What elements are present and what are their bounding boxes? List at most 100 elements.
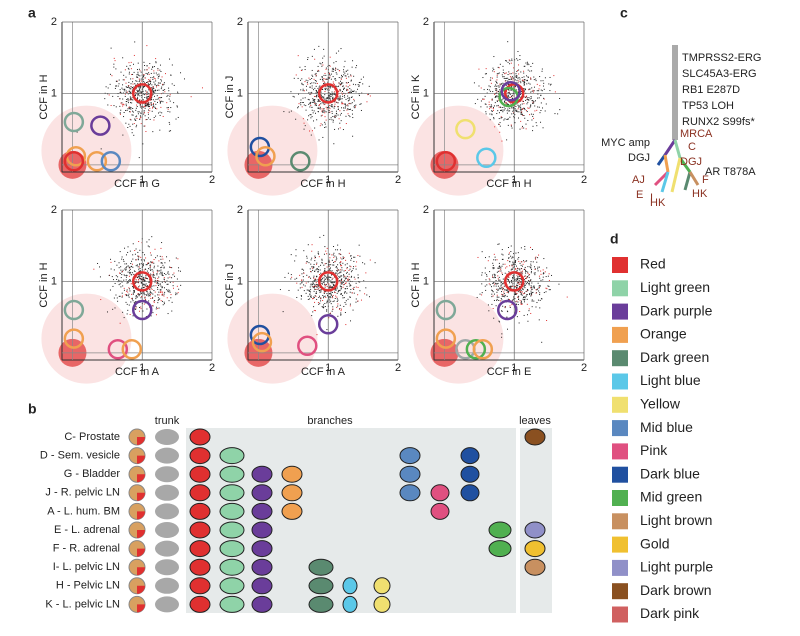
density-dot bbox=[161, 294, 163, 296]
density-dot bbox=[526, 111, 528, 113]
density-dot bbox=[340, 314, 342, 316]
density-dot bbox=[307, 83, 309, 85]
density-dot bbox=[330, 300, 332, 302]
density-dot bbox=[528, 274, 530, 276]
density-dot bbox=[135, 301, 137, 303]
density-dot bbox=[150, 294, 152, 296]
density-dot bbox=[313, 98, 315, 100]
tree-label: TP53 LOH bbox=[682, 100, 734, 112]
density-dot bbox=[531, 100, 533, 102]
density-dot bbox=[124, 93, 126, 95]
density-dot bbox=[152, 297, 154, 299]
density-dot bbox=[532, 100, 534, 102]
density-dot bbox=[321, 259, 323, 261]
density-dot bbox=[318, 86, 320, 88]
density-dot bbox=[344, 106, 346, 108]
density-dot bbox=[137, 93, 139, 95]
density-dot bbox=[521, 265, 523, 267]
density-dot bbox=[112, 308, 114, 310]
density-dot bbox=[136, 104, 138, 106]
density-dot bbox=[495, 89, 497, 91]
density-dot bbox=[118, 279, 120, 281]
density-dot bbox=[169, 281, 171, 283]
density-dot bbox=[340, 286, 342, 288]
density-dot bbox=[522, 114, 524, 116]
density-dot bbox=[332, 287, 334, 289]
density-dot bbox=[324, 246, 326, 248]
density-dot bbox=[485, 73, 487, 75]
density-dot bbox=[536, 109, 538, 111]
density-dot bbox=[534, 105, 536, 107]
density-dot bbox=[515, 75, 517, 77]
density-dot bbox=[304, 285, 306, 287]
density-dot bbox=[335, 68, 337, 70]
density-dot bbox=[129, 125, 131, 127]
density-dot bbox=[300, 298, 302, 300]
density-dot bbox=[332, 93, 334, 95]
density-dot bbox=[504, 289, 506, 291]
density-dot bbox=[491, 98, 493, 100]
density-dot bbox=[521, 270, 523, 272]
density-dot bbox=[166, 107, 168, 109]
density-dot bbox=[313, 297, 315, 299]
density-dot bbox=[495, 84, 497, 86]
density-dot bbox=[143, 112, 145, 114]
density-dot bbox=[502, 294, 504, 296]
density-dot bbox=[503, 106, 505, 108]
density-dot bbox=[533, 90, 535, 92]
density-dot bbox=[330, 264, 332, 266]
density-dot bbox=[508, 96, 510, 98]
density-dot bbox=[311, 87, 313, 89]
density-dot bbox=[140, 270, 142, 272]
density-dot bbox=[309, 87, 311, 89]
density-dot bbox=[512, 110, 514, 112]
density-dot bbox=[126, 289, 128, 291]
density-dot bbox=[515, 265, 517, 267]
density-dot bbox=[486, 92, 488, 94]
density-dot bbox=[329, 76, 331, 78]
density-dot bbox=[340, 293, 342, 295]
density-dot bbox=[322, 110, 324, 112]
density-dot bbox=[347, 73, 349, 75]
density-dot bbox=[526, 294, 528, 296]
density-dot bbox=[345, 282, 347, 284]
density-dot bbox=[128, 287, 130, 289]
density-dot bbox=[332, 121, 334, 123]
density-dot bbox=[501, 253, 503, 255]
density-dot bbox=[121, 295, 123, 297]
density-dot bbox=[128, 85, 130, 87]
bubble bbox=[373, 577, 391, 595]
density-dot bbox=[119, 295, 121, 297]
density-dot bbox=[156, 271, 158, 273]
density-dot bbox=[493, 253, 495, 255]
y-tick-label: 1 bbox=[51, 87, 57, 99]
density-dot bbox=[522, 108, 524, 110]
density-dot bbox=[308, 115, 310, 117]
legend-label: Dark pink bbox=[640, 605, 700, 621]
density-dot bbox=[532, 130, 534, 132]
density-dot bbox=[119, 272, 121, 274]
density-dot bbox=[345, 105, 347, 107]
density-dot bbox=[543, 272, 545, 274]
density-dot bbox=[501, 288, 503, 290]
tree-label: MRCA bbox=[680, 128, 713, 140]
density-dot bbox=[515, 301, 517, 303]
density-dot bbox=[346, 82, 348, 84]
density-dot bbox=[491, 114, 493, 116]
density-dot bbox=[523, 107, 525, 109]
density-dot bbox=[163, 82, 165, 84]
density-dot bbox=[510, 285, 512, 287]
density-dot bbox=[344, 275, 346, 277]
density-dot bbox=[129, 268, 131, 270]
density-dot bbox=[153, 262, 155, 264]
density-dot bbox=[349, 108, 351, 110]
density-dot bbox=[168, 121, 170, 123]
density-dot bbox=[488, 85, 490, 87]
density-dot bbox=[137, 73, 139, 75]
trunk-cell bbox=[155, 559, 179, 576]
density-dot bbox=[339, 97, 341, 99]
density-dot bbox=[323, 307, 325, 309]
density-dot bbox=[314, 257, 316, 259]
density-dot bbox=[515, 294, 517, 296]
density-dot bbox=[499, 300, 501, 302]
